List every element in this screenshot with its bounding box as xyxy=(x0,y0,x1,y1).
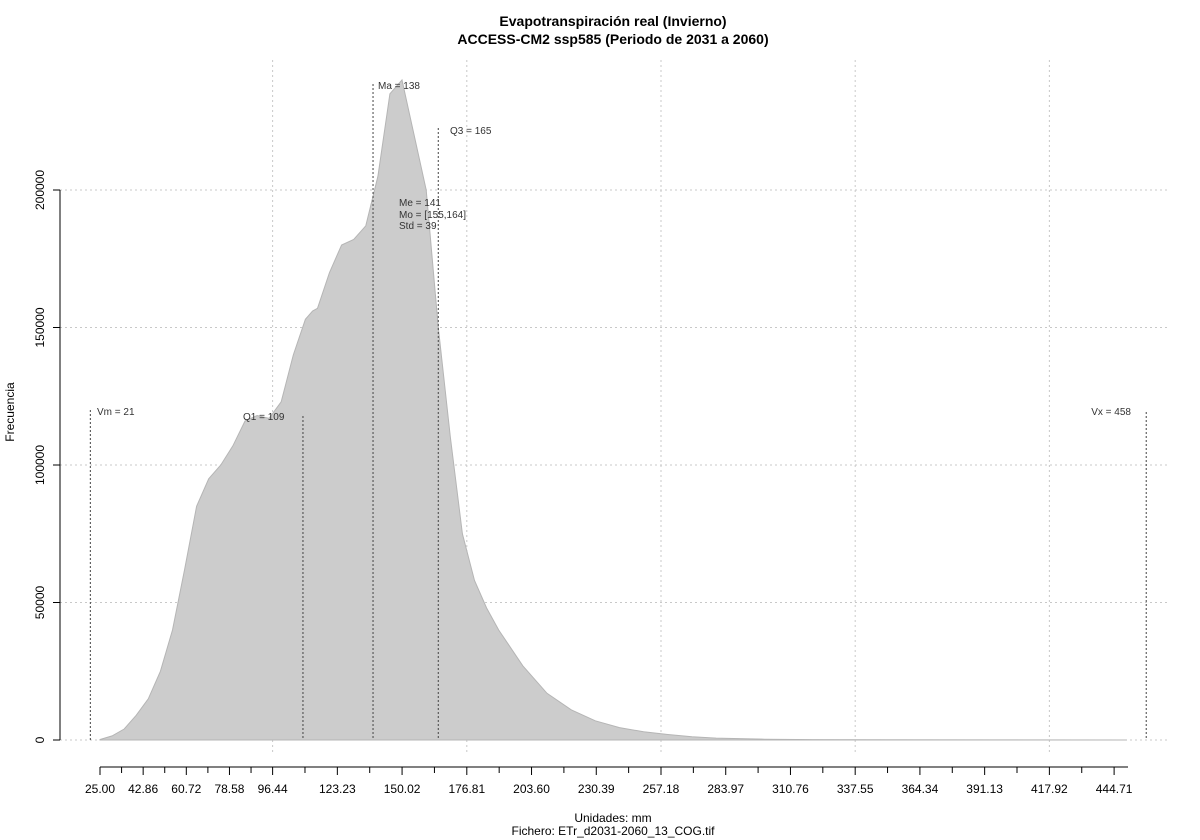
x-tick-label: 150.02 xyxy=(384,782,421,796)
x-tick-label: 25.00 xyxy=(85,782,115,796)
y-tick-label: 100000 xyxy=(33,445,47,485)
y-tick-label: 50000 xyxy=(33,585,47,619)
x-tick-label: 42.86 xyxy=(128,782,158,796)
y-tick-label: 0 xyxy=(33,736,47,743)
x-axis-ticks: 25.00 42.86 60.72 78.58 96.44 123.23 150.02 176… xyxy=(85,767,1133,796)
annotation-q1: Q1 = 109 xyxy=(243,412,285,423)
annotation-mo: Mo = [155,164] xyxy=(399,210,466,221)
x-tick-label: 176.81 xyxy=(448,782,485,796)
x-tick-label: 78.58 xyxy=(214,782,244,796)
x-tick-label: 310.76 xyxy=(772,782,809,796)
annotation-me: Me = 141 xyxy=(399,198,441,209)
annotation-std: Std = 39 xyxy=(399,221,437,232)
annotation-vx: Vx = 458 xyxy=(1091,407,1131,418)
file-caption: Fichero: ETr_d2031-2060_13_COG.tif xyxy=(512,824,716,838)
y-tick-label: 200000 xyxy=(33,170,47,210)
y-axis-ticks: 0 50000 100000 150000 200000 xyxy=(33,170,60,743)
annotation-q3: Q3 = 165 xyxy=(450,126,492,137)
x-tick-label: 257.18 xyxy=(643,782,680,796)
x-tick-label: 337.55 xyxy=(837,782,874,796)
x-axis-label: Unidades: mm xyxy=(574,811,651,825)
x-tick-label: 391.13 xyxy=(966,782,1003,796)
x-tick-label: 364.34 xyxy=(902,782,939,796)
x-tick-label: 283.97 xyxy=(707,782,744,796)
marker-lines xyxy=(89,84,1147,740)
x-tick-label: 230.39 xyxy=(578,782,615,796)
x-tick-label: 417.92 xyxy=(1031,782,1068,796)
x-tick-label: 96.44 xyxy=(258,782,288,796)
x-tick-label: 203.60 xyxy=(513,782,550,796)
density-area xyxy=(99,78,1127,741)
x-tick-label: 60.72 xyxy=(171,782,201,796)
chart-subtitle: ACCESS-CM2 ssp585 (Periodo de 2031 a 206… xyxy=(457,31,768,47)
x-tick-label: 123.23 xyxy=(319,782,356,796)
annotation-ma: Ma = 138 xyxy=(378,81,420,92)
x-tick-label: 444.71 xyxy=(1096,782,1133,796)
annotation-vm: Vm = 21 xyxy=(97,407,135,418)
chart-title: Evapotranspiración real (Invierno) xyxy=(499,13,726,29)
y-axis-label: Frecuencia xyxy=(3,382,17,442)
y-tick-label: 150000 xyxy=(33,307,47,347)
